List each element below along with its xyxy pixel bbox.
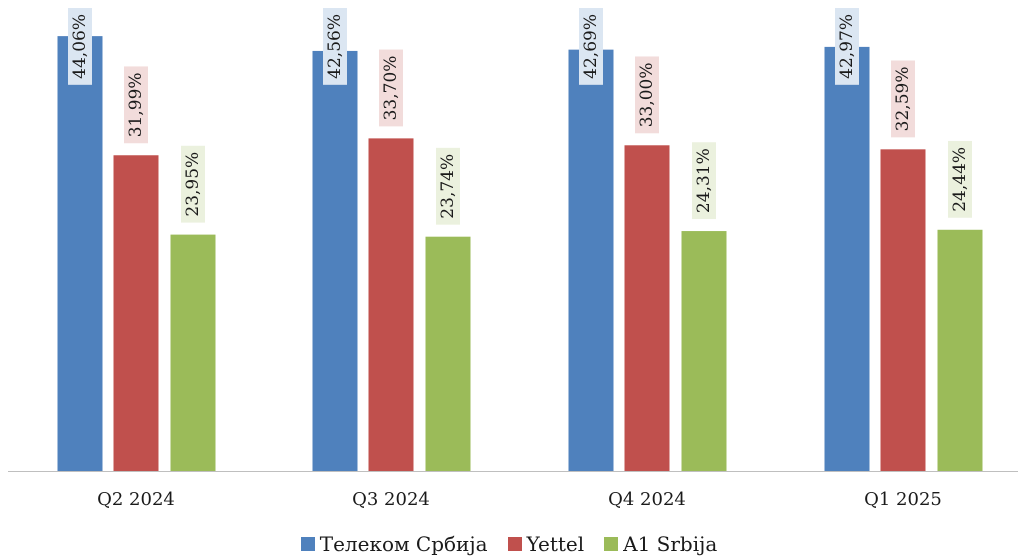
- data-label-bg-telekom-q2-2024: [68, 8, 92, 85]
- data-label-text-telekom-q4-2024: 42,69%: [581, 14, 601, 79]
- data-label-telekom-q1-2025: 42,97%: [835, 8, 859, 85]
- data-label-bg-a1-q3-2024: [436, 147, 460, 225]
- data-labels-layer: 44,06% 42,56% 42,69% 42,97% 31,99% 33,70% 33,0…: [68, 8, 972, 225]
- legend-item-a1: A1 Srbija: [604, 532, 717, 556]
- legend: Телеком Србија Yettel A1 Srbija: [0, 530, 1018, 558]
- data-label-text-yettel-q2-2024: 31,99%: [126, 72, 146, 137]
- bars-layer: [57, 36, 983, 472]
- data-label-text-yettel-q1-2025: 32,59%: [893, 67, 913, 132]
- bar-a1-q2-2024: [170, 234, 216, 471]
- data-label-text-a1-q3-2024: 23,74%: [438, 154, 458, 219]
- legend-swatch-yettel: [507, 537, 522, 551]
- x-tick-label-q2-2024: Q2 2024: [97, 489, 175, 510]
- legend-label-a1: A1 Srbija: [623, 532, 718, 556]
- x-tick-label-q1-2025: Q1 2025: [864, 489, 942, 510]
- bar-telekom-q3-2024: [312, 50, 358, 471]
- data-label-bg-telekom-q1-2025: [835, 8, 859, 85]
- bar-telekom-q2-2024: [57, 36, 103, 471]
- data-label-bg-yettel-q2-2024: [124, 66, 148, 144]
- data-label-yettel-q1-2025: 32,59%: [891, 60, 915, 138]
- data-label-bg-yettel-q1-2025: [891, 60, 915, 138]
- legend-swatch-telekom: [300, 537, 315, 551]
- x-tick-label-q4-2024: Q4 2024: [608, 489, 686, 510]
- data-label-bg-telekom-q4-2024: [579, 8, 603, 85]
- legend-item-telekom: Телеком Србија: [300, 532, 488, 556]
- bar-yettel-q4-2024: [624, 145, 670, 472]
- data-label-a1-q3-2024: 23,74%: [436, 147, 460, 225]
- data-label-a1-q4-2024: 24,31%: [692, 142, 716, 220]
- bar-chart-plot: 44,06% 42,56% 42,69% 42,97% 31,99% 33,70% 33,0…: [8, 8, 1018, 510]
- data-label-telekom-q4-2024: 42,69%: [579, 8, 603, 85]
- data-label-yettel-q2-2024: 31,99%: [124, 66, 148, 144]
- data-label-bg-yettel-q4-2024: [635, 56, 659, 134]
- bar-a1-q4-2024: [681, 231, 727, 471]
- legend-item-yettel: Yettel: [507, 532, 585, 556]
- legend-label-yettel: Yettel: [526, 532, 585, 556]
- x-axis-tick-labels: Q2 2024 Q3 2024 Q4 2024 Q1 2025: [97, 489, 942, 510]
- data-label-text-yettel-q4-2024: 33,00%: [637, 62, 657, 127]
- data-label-text-a1-q2-2024: 23,95%: [183, 152, 203, 217]
- legend-swatch-a1: [604, 537, 619, 551]
- bar-a1-q3-2024: [425, 236, 471, 471]
- data-label-bg-a1-q2-2024: [181, 145, 205, 223]
- x-tick-label-q3-2024: Q3 2024: [352, 489, 430, 510]
- legend-label-telekom: Телеком Србија: [319, 532, 488, 556]
- bar-yettel-q1-2025: [880, 149, 926, 471]
- data-label-text-telekom-q3-2024: 42,56%: [325, 14, 345, 79]
- data-label-bg-yettel-q3-2024: [379, 49, 403, 127]
- bar-yettel-q2-2024: [113, 155, 159, 471]
- bar-telekom-q4-2024: [568, 49, 614, 472]
- data-label-a1-q1-2025: 24,44%: [948, 140, 972, 218]
- data-label-text-telekom-q1-2025: 42,97%: [837, 14, 857, 79]
- bar-a1-q1-2025: [937, 229, 983, 471]
- data-label-text-yettel-q3-2024: 33,70%: [381, 56, 401, 121]
- data-label-bg-telekom-q3-2024: [323, 8, 347, 85]
- data-label-telekom-q2-2024: 44,06%: [68, 8, 92, 85]
- data-label-text-a1-q1-2025: 24,44%: [950, 147, 970, 212]
- data-label-text-a1-q4-2024: 24,31%: [694, 148, 714, 213]
- bar-telekom-q1-2025: [824, 46, 870, 471]
- data-label-telekom-q3-2024: 42,56%: [323, 8, 347, 85]
- data-label-yettel-q4-2024: 33,00%: [635, 56, 659, 134]
- data-label-text-telekom-q2-2024: 44,06%: [70, 14, 90, 79]
- data-label-bg-a1-q1-2025: [948, 140, 972, 218]
- data-label-bg-a1-q4-2024: [692, 142, 716, 220]
- bar-yettel-q3-2024: [368, 138, 414, 472]
- data-label-a1-q2-2024: 23,95%: [181, 145, 205, 223]
- data-label-yettel-q3-2024: 33,70%: [379, 49, 403, 127]
